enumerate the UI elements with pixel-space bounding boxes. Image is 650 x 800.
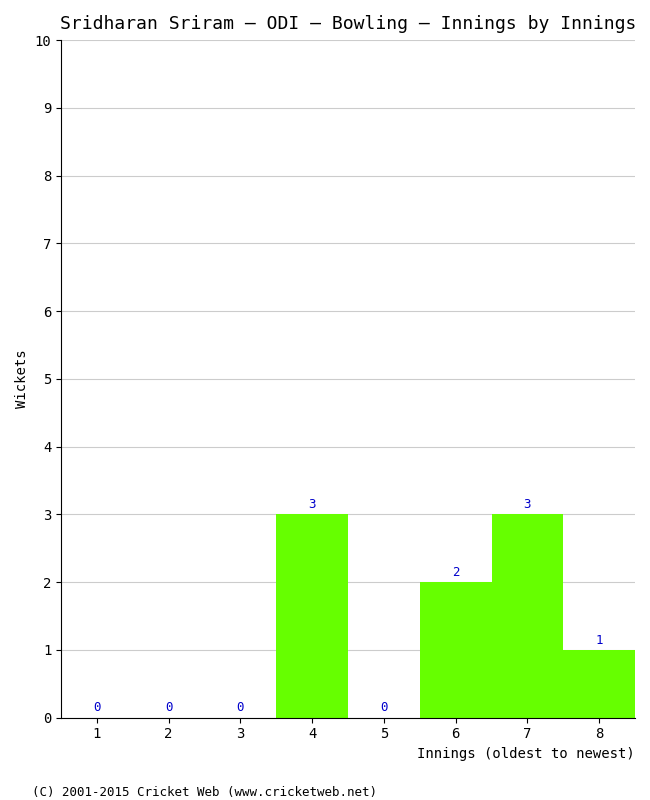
Y-axis label: Wickets: Wickets	[15, 350, 29, 408]
Bar	[564, 650, 635, 718]
Text: 3: 3	[308, 498, 316, 511]
X-axis label: Innings (oldest to newest): Innings (oldest to newest)	[417, 747, 635, 761]
Title: Sridharan Sriram – ODI – Bowling – Innings by Innings: Sridharan Sriram – ODI – Bowling – Innin…	[60, 15, 636, 33]
Bar	[276, 514, 348, 718]
Text: 0: 0	[380, 702, 387, 714]
Text: 0: 0	[93, 702, 101, 714]
Text: 0: 0	[237, 702, 244, 714]
Text: 1: 1	[595, 634, 603, 646]
Text: (C) 2001-2015 Cricket Web (www.cricketweb.net): (C) 2001-2015 Cricket Web (www.cricketwe…	[32, 786, 378, 799]
Bar	[420, 582, 491, 718]
Text: 3: 3	[524, 498, 531, 511]
Text: 2: 2	[452, 566, 460, 579]
Bar	[491, 514, 564, 718]
Text: 0: 0	[165, 702, 172, 714]
